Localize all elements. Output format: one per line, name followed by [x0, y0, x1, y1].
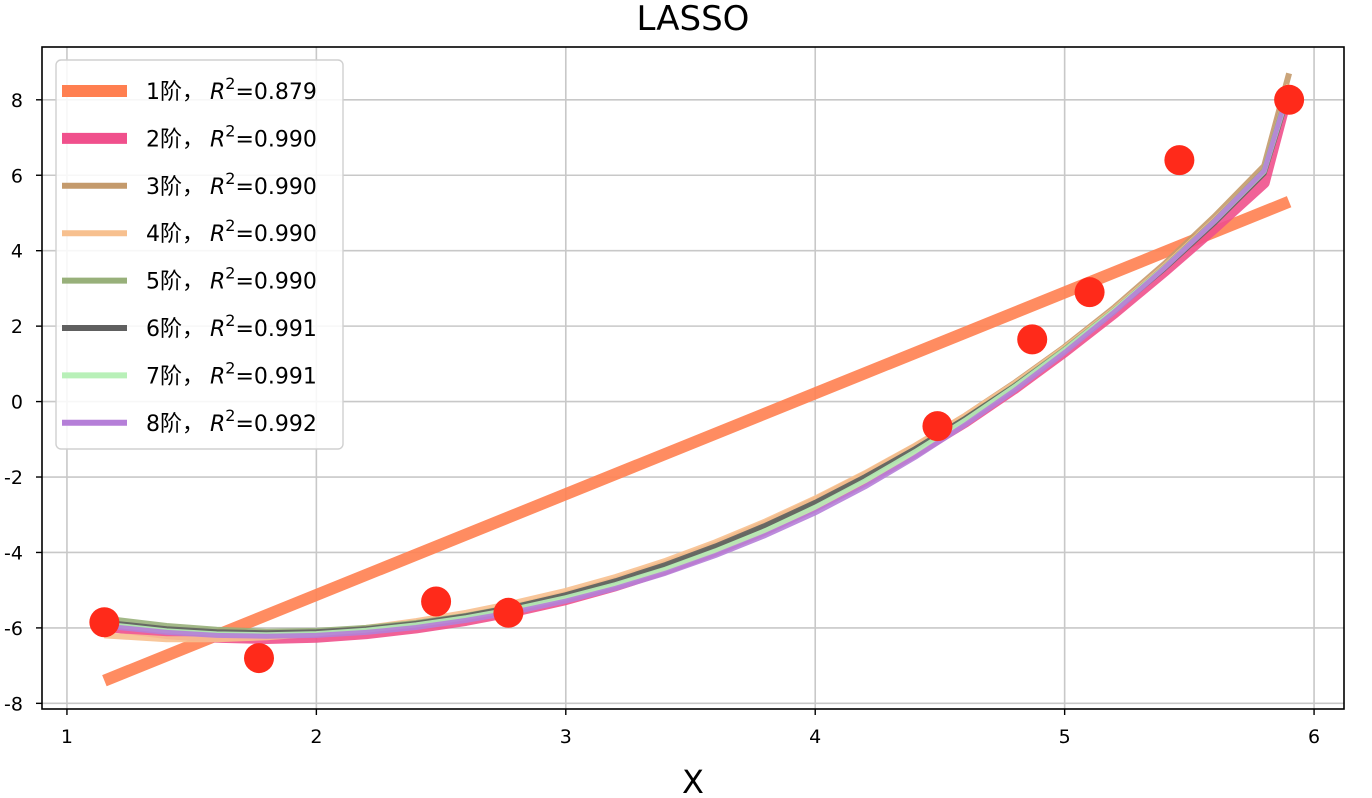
data-point	[493, 597, 524, 628]
y-tick-label: -4	[4, 542, 23, 564]
data-point	[1074, 277, 1105, 308]
data-point	[1017, 324, 1048, 355]
y-tick-label: 6	[11, 165, 23, 187]
legend-label: 5阶， R2=0.990	[146, 264, 317, 295]
data-point	[89, 607, 120, 638]
x-tick-label: 5	[1059, 726, 1071, 748]
x-tick-label: 2	[310, 726, 322, 748]
legend-label: 2阶， R2=0.990	[146, 121, 317, 152]
legend-label: 8阶， R2=0.992	[146, 406, 317, 437]
x-tick-label: 6	[1308, 726, 1320, 748]
legend: 1阶， R2=0.879 2阶， R2=0.990 3阶， R2=0.990 4阶， R2=0…	[55, 59, 344, 450]
y-tick-label: 0	[11, 392, 23, 414]
chart-title: LASSO	[637, 0, 750, 39]
y-tick-label: 4	[11, 241, 23, 263]
x-tick-label: 3	[560, 726, 572, 748]
y-tick-label: -8	[4, 693, 23, 715]
x-axis-title: X	[682, 763, 704, 798]
axis-ticks: 1 2 3 4 5 6 -8 -6 -4 -2 0 2 4 6 8	[4, 90, 1320, 748]
plot-frame	[41, 46, 1345, 710]
y-tick-label: -2	[4, 467, 23, 489]
legend-label: 3阶， R2=0.990	[146, 169, 317, 200]
legend-label: 4阶， R2=0.990	[146, 216, 317, 247]
legend-label: 1阶， R2=0.879	[146, 74, 317, 105]
y-tick-label: -6	[4, 618, 23, 640]
y-tick-label: 2	[11, 316, 23, 338]
x-tick-label: 4	[809, 726, 821, 748]
legend-label: 6阶， R2=0.991	[146, 311, 317, 342]
y-tick-label: 8	[11, 90, 23, 112]
data-point	[922, 411, 953, 442]
grid	[42, 47, 1344, 709]
x-tick-label: 1	[61, 726, 73, 748]
data-point	[1274, 84, 1305, 115]
data-points	[89, 84, 1305, 674]
legend-box	[55, 59, 344, 450]
fit-line-8	[104, 87, 1292, 639]
data-point	[1164, 145, 1195, 176]
legend-label: 7阶， R2=0.991	[146, 358, 317, 389]
data-point	[244, 643, 274, 674]
fit-lines	[102, 72, 1295, 687]
data-point	[421, 586, 452, 617]
